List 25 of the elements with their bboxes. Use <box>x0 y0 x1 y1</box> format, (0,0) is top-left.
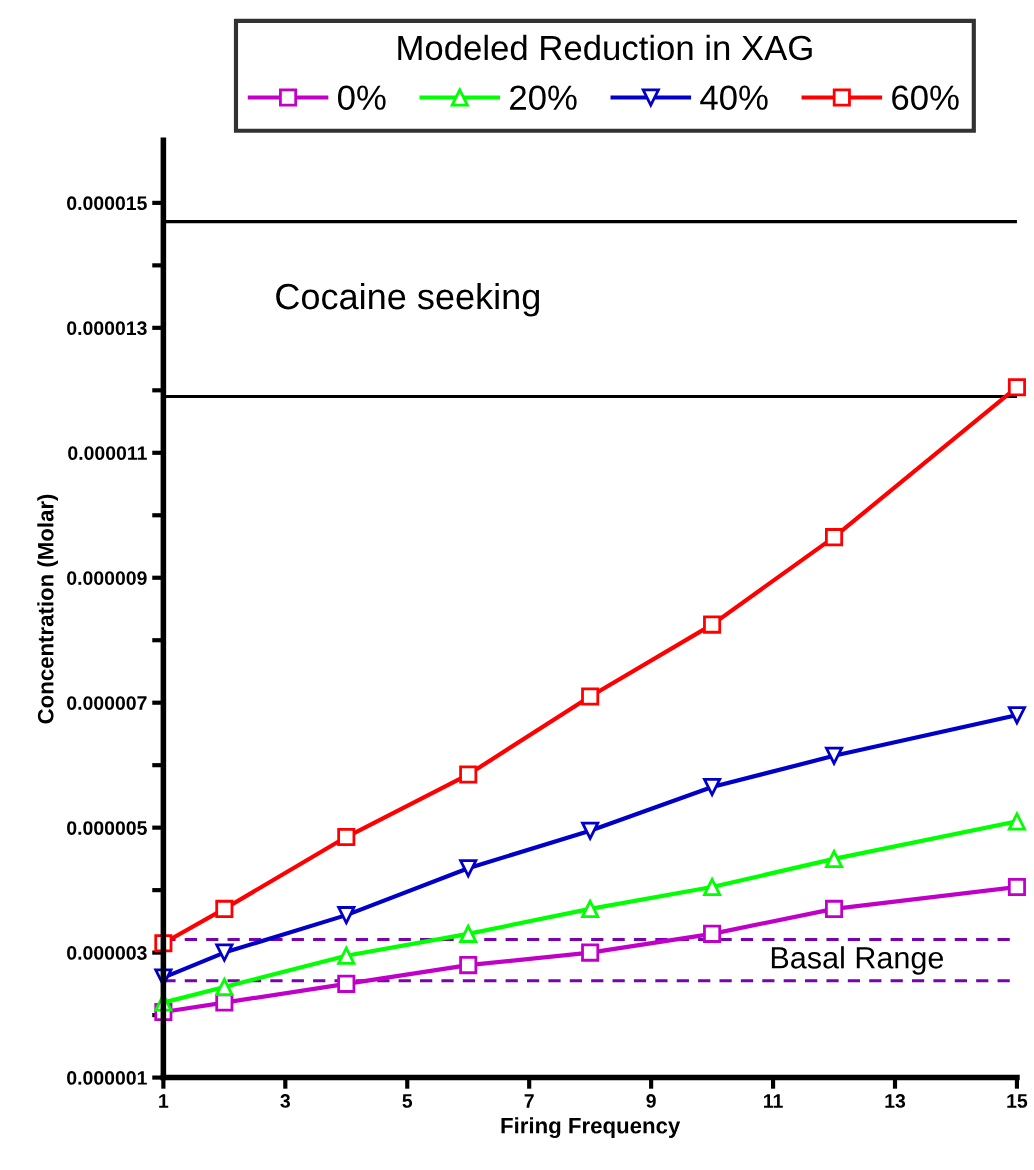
y-tick-label: 0.000011 <box>68 446 147 461</box>
y-tick-label: 0.000013 <box>67 321 147 336</box>
x-tick-label: 1 <box>159 1094 169 1108</box>
x-tick-label: 9 <box>646 1094 656 1108</box>
x-tick-label: 3 <box>280 1094 291 1108</box>
legend-label: 0% <box>338 85 386 110</box>
x-tick-label: 7 <box>524 1094 534 1108</box>
legend-label: 40% <box>700 85 768 110</box>
y-axis-title: Concentration (Molar) <box>37 494 58 724</box>
y-tick-label: 0.000007 <box>67 696 147 710</box>
y-tick-label: 0.000001 <box>67 1071 147 1085</box>
y-tick-label: 0.000009 <box>67 571 147 585</box>
annotation: Cocaine seeking <box>276 282 539 317</box>
annotation: Basal Range <box>771 946 944 975</box>
y-tick-label: 0.000015 <box>67 196 147 211</box>
legend-label: 60% <box>892 85 959 110</box>
x-tick-label: 15 <box>1007 1094 1028 1108</box>
x-axis-title: Firing Frequency <box>501 1117 681 1139</box>
y-tick-label: 0.000003 <box>67 946 147 960</box>
legend-title: Modeled Reduction in XAG <box>398 34 812 61</box>
x-tick-label: 13 <box>885 1094 906 1108</box>
legend-label: 20% <box>510 85 577 110</box>
y-tick-label: 0.000005 <box>67 821 147 835</box>
x-tick-label: 5 <box>402 1094 413 1108</box>
x-tick-label: 11 <box>764 1094 783 1108</box>
